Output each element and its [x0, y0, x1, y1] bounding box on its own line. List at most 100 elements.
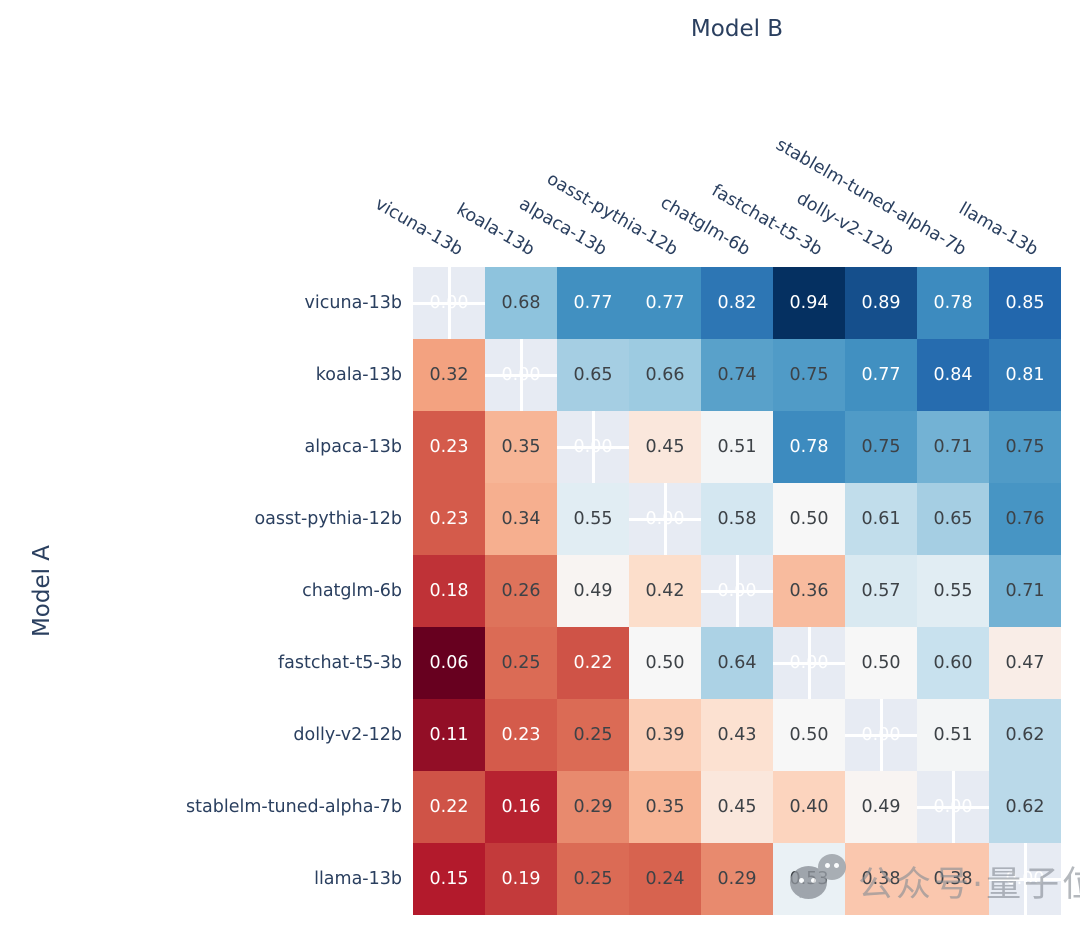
- heatmap-cell[interactable]: 0.60: [917, 627, 989, 699]
- gridline: [629, 517, 701, 521]
- cell-value: 0.50: [789, 509, 829, 529]
- heatmap-cell[interactable]: 0.06: [413, 627, 485, 699]
- heatmap-cell[interactable]: 0.85: [989, 267, 1061, 339]
- x-tick-label: oasst-pythia-12b: [543, 169, 682, 261]
- heatmap-cell[interactable]: 0.50: [773, 483, 845, 555]
- cell-value: 0.26: [501, 581, 541, 601]
- heatmap-cell[interactable]: 0.78: [773, 411, 845, 483]
- heatmap-cell[interactable]: 0.68: [485, 267, 557, 339]
- heatmap-cell[interactable]: 0.18: [413, 555, 485, 627]
- heatmap-cell[interactable]: 0.22: [413, 771, 485, 843]
- heatmap-cell[interactable]: 0.00: [773, 627, 845, 699]
- heatmap-cell[interactable]: 0.15: [413, 843, 485, 915]
- heatmap-cell[interactable]: 0.77: [629, 267, 701, 339]
- heatmap-cell[interactable]: 0.38: [845, 843, 917, 915]
- cell-value: 0.22: [573, 653, 613, 673]
- heatmap-cell[interactable]: 0.25: [557, 699, 629, 771]
- heatmap-cell[interactable]: 0.42: [629, 555, 701, 627]
- heatmap-cell[interactable]: 0.58: [701, 483, 773, 555]
- cell-value: 0.11: [429, 725, 469, 745]
- y-tick-label: alpaca-13b: [304, 437, 402, 457]
- heatmap-cell[interactable]: 0.75: [989, 411, 1061, 483]
- heatmap-cell[interactable]: 0.24: [629, 843, 701, 915]
- heatmap-cell[interactable]: 0.25: [485, 627, 557, 699]
- heatmap-cell[interactable]: 0.23: [413, 411, 485, 483]
- y-tick-label: stablelm-tuned-alpha-7b: [186, 797, 402, 817]
- heatmap-cell[interactable]: 0.82: [701, 267, 773, 339]
- heatmap-cell[interactable]: 0.49: [557, 555, 629, 627]
- heatmap-cell[interactable]: 0.23: [485, 699, 557, 771]
- heatmap-cell[interactable]: 0.89: [845, 267, 917, 339]
- heatmap-cell[interactable]: 0.23: [413, 483, 485, 555]
- cell-value: 0.71: [933, 437, 973, 457]
- cell-value: 0.25: [573, 725, 613, 745]
- heatmap-cell[interactable]: 0.22: [557, 627, 629, 699]
- heatmap-cell[interactable]: 0.64: [701, 627, 773, 699]
- cell-value: 0.29: [573, 797, 613, 817]
- heatmap-cell[interactable]: 0.29: [557, 771, 629, 843]
- heatmap-cell[interactable]: 0.00: [629, 483, 701, 555]
- heatmap-cell[interactable]: 0.66: [629, 339, 701, 411]
- heatmap-cell[interactable]: 0.19: [485, 843, 557, 915]
- heatmap-cell[interactable]: 0.50: [845, 627, 917, 699]
- x-tick-label: llama-13b: [955, 198, 1042, 261]
- heatmap-cell[interactable]: 0.11: [413, 699, 485, 771]
- heatmap-cell[interactable]: 0.26: [485, 555, 557, 627]
- gridline: [917, 805, 989, 809]
- heatmap-cell[interactable]: 0.00: [917, 771, 989, 843]
- heatmap-cell[interactable]: 0.76: [989, 483, 1061, 555]
- heatmap-cell[interactable]: 0.45: [629, 411, 701, 483]
- cell-value: 0.00: [573, 437, 613, 457]
- heatmap-cell[interactable]: 0.16: [485, 771, 557, 843]
- heatmap-cell[interactable]: 0.61: [845, 483, 917, 555]
- heatmap-cell[interactable]: 0.00: [413, 267, 485, 339]
- heatmap-cell[interactable]: 0.81: [989, 339, 1061, 411]
- heatmap-cell[interactable]: 0.51: [701, 411, 773, 483]
- heatmap-cell[interactable]: 0.00: [989, 843, 1061, 915]
- heatmap-cell[interactable]: 0.65: [917, 483, 989, 555]
- heatmap-cell[interactable]: 0.77: [557, 267, 629, 339]
- heatmap-cell[interactable]: 0.47: [989, 627, 1061, 699]
- heatmap-cell[interactable]: 0.00: [701, 555, 773, 627]
- cell-value: 0.35: [501, 437, 541, 457]
- heatmap-cell[interactable]: 0.00: [485, 339, 557, 411]
- heatmap-cell[interactable]: 0.55: [557, 483, 629, 555]
- heatmap-cell[interactable]: 0.32: [413, 339, 485, 411]
- heatmap-cell[interactable]: 0.75: [773, 339, 845, 411]
- heatmap-cell[interactable]: 0.53: [773, 843, 845, 915]
- heatmap-cell[interactable]: 0.38: [917, 843, 989, 915]
- heatmap-cell[interactable]: 0.74: [701, 339, 773, 411]
- heatmap-cell[interactable]: 0.43: [701, 699, 773, 771]
- heatmap-cell[interactable]: 0.94: [773, 267, 845, 339]
- heatmap-cell[interactable]: 0.57: [845, 555, 917, 627]
- heatmap-cell[interactable]: 0.00: [557, 411, 629, 483]
- heatmap-cell[interactable]: 0.75: [845, 411, 917, 483]
- y-tick-label: oasst-pythia-12b: [254, 509, 402, 529]
- heatmap-cell[interactable]: 0.39: [629, 699, 701, 771]
- heatmap-cell[interactable]: 0.62: [989, 771, 1061, 843]
- cell-value: 0.55: [933, 581, 973, 601]
- heatmap-cell[interactable]: 0.84: [917, 339, 989, 411]
- heatmap-cell[interactable]: 0.36: [773, 555, 845, 627]
- cell-value: 0.00: [501, 365, 541, 385]
- heatmap-cell[interactable]: 0.65: [557, 339, 629, 411]
- heatmap-cell[interactable]: 0.77: [845, 339, 917, 411]
- heatmap-cell[interactable]: 0.40: [773, 771, 845, 843]
- heatmap-cell[interactable]: 0.51: [917, 699, 989, 771]
- heatmap-cell[interactable]: 0.71: [989, 555, 1061, 627]
- heatmap-cell[interactable]: 0.35: [485, 411, 557, 483]
- heatmap-cell[interactable]: 0.45: [701, 771, 773, 843]
- heatmap-cell[interactable]: 0.55: [917, 555, 989, 627]
- cell-value: 0.45: [717, 797, 757, 817]
- heatmap-cell[interactable]: 0.62: [989, 699, 1061, 771]
- heatmap-cell[interactable]: 0.25: [557, 843, 629, 915]
- heatmap-cell[interactable]: 0.78: [917, 267, 989, 339]
- heatmap-cell[interactable]: 0.50: [629, 627, 701, 699]
- heatmap-cell[interactable]: 0.71: [917, 411, 989, 483]
- heatmap-cell[interactable]: 0.49: [845, 771, 917, 843]
- heatmap-cell[interactable]: 0.34: [485, 483, 557, 555]
- heatmap-cell[interactable]: 0.35: [629, 771, 701, 843]
- heatmap-cell[interactable]: 0.29: [701, 843, 773, 915]
- heatmap-cell[interactable]: 0.50: [773, 699, 845, 771]
- heatmap-cell[interactable]: 0.00: [845, 699, 917, 771]
